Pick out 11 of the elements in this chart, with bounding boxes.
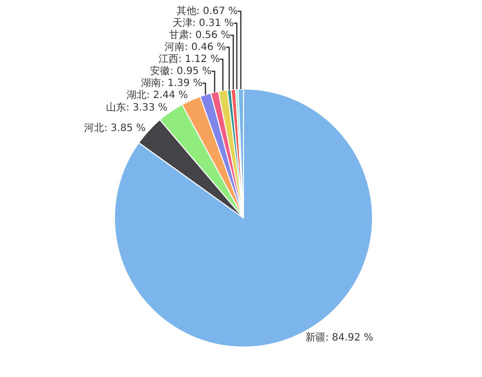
slice-label: 其他: 0.67 % bbox=[176, 5, 238, 18]
slice-label: 河北: 3.85 % bbox=[84, 122, 146, 134]
slice-label: 江西: 1.12 % bbox=[158, 53, 220, 66]
slice-label: 山东: 3.33 % bbox=[106, 102, 168, 114]
slice-label: 安徽: 0.95 % bbox=[150, 65, 212, 78]
slice-label: 湖南: 1.39 % bbox=[140, 77, 202, 90]
slice-label: 新疆: 84.92 % bbox=[305, 332, 374, 344]
slice-label: 甘肃: 0.56 % bbox=[168, 29, 230, 42]
slice-label: 天津: 0.31 % bbox=[172, 17, 234, 30]
slice-label: 湖北: 2.44 % bbox=[126, 89, 188, 102]
slice-label: 河南: 0.46 % bbox=[164, 41, 226, 54]
